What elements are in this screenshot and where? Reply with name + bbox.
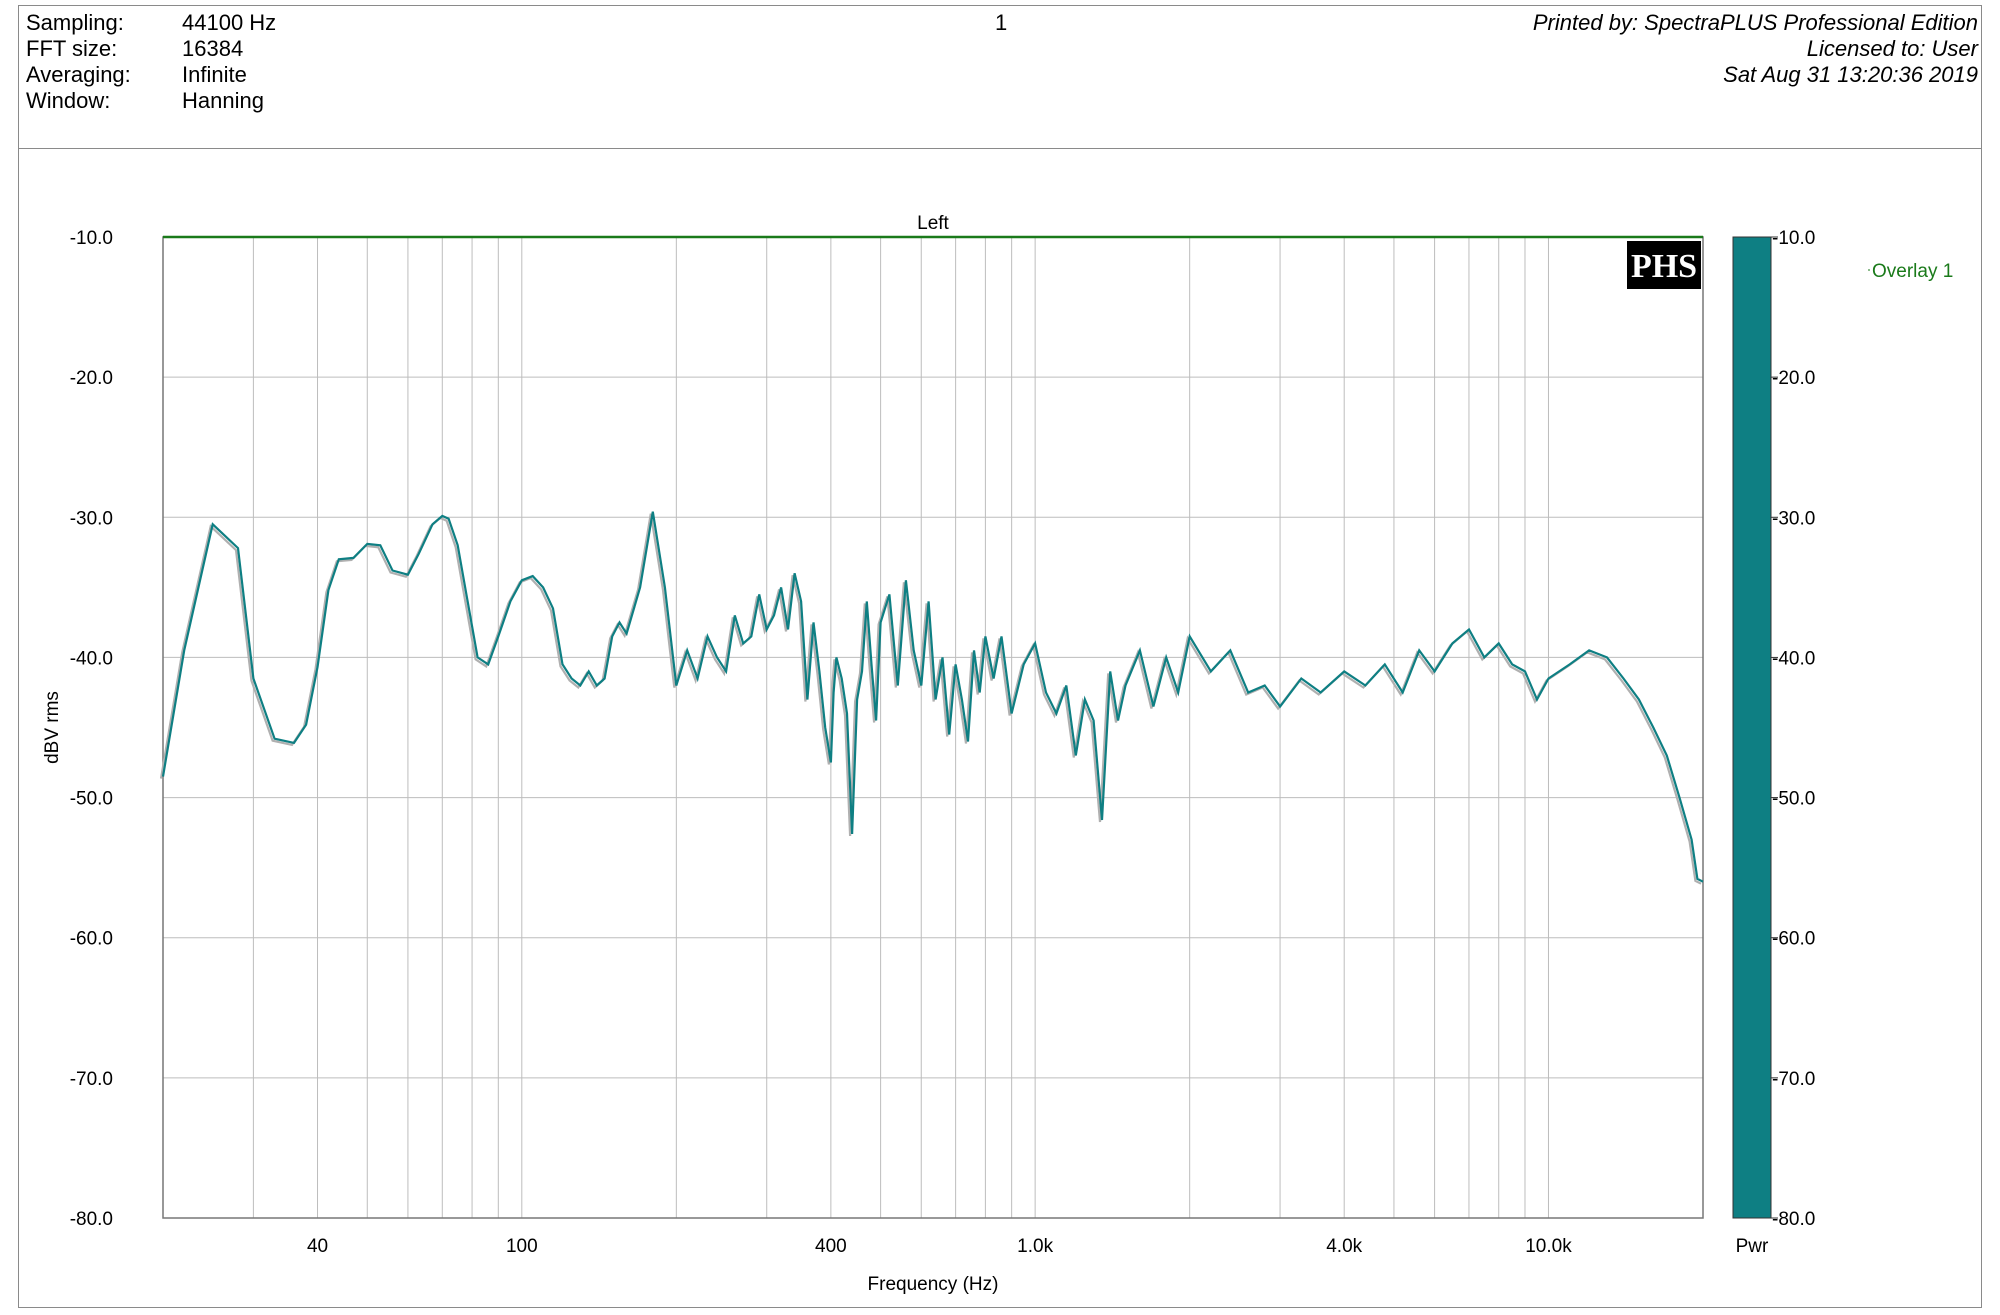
y-tick-labels: -10.0 -20.0 -30.0 -40.0 -50.0 -60.0 -70.0 -80.0 [70, 228, 113, 1230]
colorbar-tick-label: -10.0 [1772, 228, 1815, 249]
window-label: Window: [26, 88, 111, 113]
print-timestamp: Sat Aug 31 13:20:36 2019 [1723, 62, 1978, 87]
colorbar-tick-label: -30.0 [1772, 508, 1815, 529]
x-tick-label: 100 [506, 1236, 538, 1257]
fft-size-label: FFT size: [26, 36, 118, 61]
x-tick-label: 400 [815, 1236, 847, 1257]
y-axis-label: dBV rms [42, 691, 63, 764]
y-tick-label: -80.0 [70, 1209, 113, 1230]
legend-overlay-1: Overlay 1 [1872, 261, 1953, 282]
x-tick-label: 1.0k [1017, 1236, 1053, 1257]
x-axis-label: Frequency (Hz) [868, 1274, 999, 1295]
sampling-value: 44100 Hz [182, 10, 277, 35]
header-separator [18, 148, 1982, 149]
y-tick-label: -60.0 [70, 929, 113, 950]
sampling-label: Sampling: [26, 10, 124, 35]
colorbar-tick-label: -20.0 [1772, 368, 1815, 389]
y-tick-label: -50.0 [70, 789, 113, 810]
x-tick-labels: 40 100 400 1.0k 4.0k 10.0k [307, 1236, 1572, 1257]
phs-logo-text: PHS [1631, 248, 1697, 285]
power-colorbar [1732, 236, 1772, 1219]
phs-logo: PHS [1627, 241, 1701, 289]
page-frame [18, 5, 1982, 1308]
overlay-trace [159, 513, 1702, 885]
x-tick-label: 10.0k [1525, 1236, 1572, 1257]
y-tick-label: -30.0 [70, 508, 113, 529]
x-tick-label: 40 [307, 1236, 328, 1257]
colorbar-label: Pwr [1736, 1236, 1769, 1257]
x-tick-label: 4.0k [1326, 1236, 1362, 1257]
chart-title: Left [917, 213, 949, 234]
print-info: Printed by: SpectraPLUS Professional Edi… [1533, 10, 1978, 88]
window-value: Hanning [182, 88, 264, 113]
y-tick-label: -10.0 [70, 228, 113, 249]
printed-by: Printed by: SpectraPLUS Professional Edi… [1532, 10, 1978, 35]
plot-border [162, 236, 1704, 1219]
colorbar-tick-label: -60.0 [1772, 929, 1815, 950]
colorbar-tick-label: -40.0 [1772, 648, 1815, 669]
page-number: 1 [995, 10, 1008, 35]
averaging-label: Averaging: [26, 62, 131, 87]
y-tick-label: -70.0 [70, 1069, 113, 1090]
averaging-value: Infinite [182, 62, 247, 87]
y-tick-label: -40.0 [70, 648, 113, 669]
colorbar-tick-label: -70.0 [1772, 1069, 1815, 1090]
grid [163, 236, 1703, 1219]
colorbar-tick-label: -50.0 [1772, 789, 1815, 810]
y-tick-label: -20.0 [70, 368, 113, 389]
licensed-to: Licensed to: User [1806, 36, 1978, 61]
fft-size-value: 16384 [182, 36, 244, 61]
colorbar-tick-label: -80.0 [1772, 1209, 1815, 1230]
colorbar-tick-labels: -10.0 -20.0 -30.0 -40.0 -50.0 -60.0 -70.0 -80.0 [1771, 228, 1815, 1230]
spectrum-trace [161, 511, 1704, 883]
